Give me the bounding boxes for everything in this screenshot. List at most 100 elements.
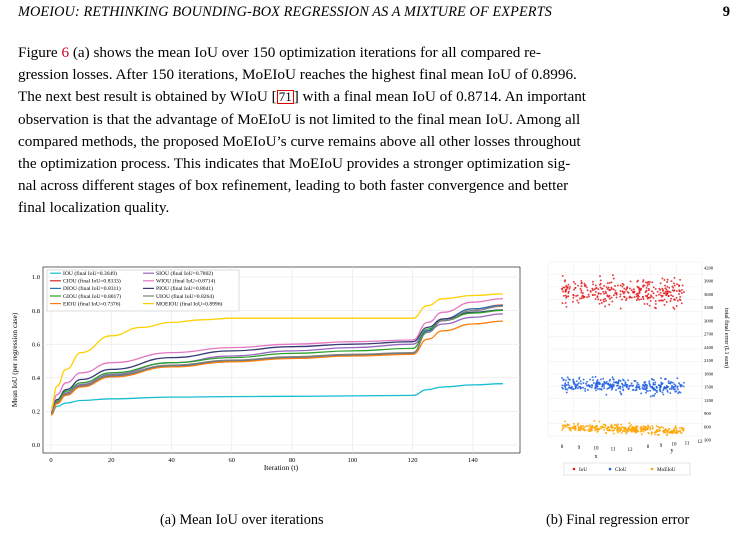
scatter-point-moeiou <box>627 428 630 431</box>
scatter-point-iou <box>666 278 669 281</box>
scatter-point-ciou <box>611 385 614 387</box>
z-tick-label: 3300 <box>704 305 714 310</box>
scatter-point-moeiou <box>566 424 569 426</box>
scatter-point-iou <box>599 279 602 282</box>
scatter-point-ciou <box>601 385 604 388</box>
scatter-point-moeiou <box>603 428 606 431</box>
scatter-point-ciou <box>664 378 667 380</box>
scatter-point-ciou <box>625 385 628 388</box>
scatter-point-iou <box>630 296 633 299</box>
scatter-point-moeiou <box>680 426 683 429</box>
scatter-point-iou <box>572 294 575 297</box>
scatter-point-moeiou <box>672 431 675 434</box>
scatter-point-iou <box>635 299 638 302</box>
scatter-point-moeiou <box>609 429 612 432</box>
scatter-point-ciou <box>621 386 624 388</box>
scatter-point-moeiou <box>569 426 571 429</box>
scatter-point-iou <box>589 289 592 292</box>
scatter-point-ciou <box>632 384 635 387</box>
scatter-point-ciou <box>670 386 673 389</box>
scatter-point-iou <box>563 280 566 283</box>
scatter-point-ciou <box>678 382 681 385</box>
scatter-point-ciou <box>561 386 564 389</box>
scatter-point-ciou <box>619 387 622 390</box>
scatter-point-moeiou <box>674 427 677 429</box>
scatter-point-iou <box>681 284 684 287</box>
citation-link[interactable]: 71 <box>276 89 294 105</box>
scatter-point-ciou <box>580 386 583 389</box>
scatter-point-iou <box>646 282 649 285</box>
scatter-point-moeiou <box>682 429 685 432</box>
scatter-point-ciou <box>585 384 588 387</box>
scatter-point-ciou <box>662 393 665 396</box>
scatter-point-moeiou <box>621 429 624 432</box>
paragraph-line: Figure 6 (a) shows the mean IoU over 150… <box>18 44 541 61</box>
scatter-point-iou <box>612 294 615 297</box>
scatter-point-ciou <box>657 384 660 387</box>
scatter-point-iou <box>648 289 650 292</box>
scatter-point-ciou <box>603 384 605 387</box>
y-axis-label-3d: y <box>671 448 674 454</box>
scatter-point-ciou <box>584 387 587 390</box>
scatter-point-iou <box>652 286 655 289</box>
paragraph-line: compared methods, the proposed MoEIoU’s … <box>18 132 581 150</box>
scatter-point-moeiou <box>577 422 580 425</box>
paragraph-line: the optimization process. This indicates… <box>18 155 571 173</box>
y-tick-label: 0.8 <box>32 308 40 315</box>
scatter-point-moeiou <box>670 431 673 434</box>
scatter-point-moeiou <box>579 425 582 428</box>
scatter-point-iou <box>670 297 673 300</box>
scatter-point-iou <box>574 287 577 289</box>
scatter-point-iou <box>610 296 613 299</box>
scatter-point-ciou <box>564 388 567 391</box>
scatter-point-moeiou <box>567 426 570 429</box>
x-tick-label: 20 <box>108 457 115 464</box>
scatter-point-moeiou <box>654 433 657 436</box>
scatter-point-iou <box>580 297 583 300</box>
scatter-point-iou <box>564 289 567 292</box>
scatter-point-moeiou <box>630 424 632 426</box>
figure-link[interactable]: 6 <box>61 44 70 61</box>
scatter-point-iou <box>567 295 570 298</box>
scatter-point-ciou <box>566 388 569 391</box>
scatter-point-ciou <box>649 395 652 398</box>
scatter-point-iou <box>608 297 611 300</box>
scatter-point-iou <box>642 295 645 298</box>
scatter-point-iou <box>670 280 673 283</box>
scatter-point-moeiou <box>587 428 590 431</box>
scatter-point-moeiou <box>675 429 678 432</box>
scatter-point-iou <box>606 287 609 290</box>
scatter-point-moeiou <box>616 430 619 433</box>
scatter-point-iou <box>681 289 683 291</box>
scatter-point-ciou <box>617 387 620 390</box>
scatter-point-iou <box>591 280 594 283</box>
scatter-point-iou <box>581 292 584 294</box>
scatter-point-moeiou <box>657 433 660 436</box>
y-tick-label-3d: 10 <box>672 443 678 448</box>
scatter-point-moeiou <box>662 431 665 434</box>
scatter-point-moeiou <box>579 429 581 432</box>
scatter-point-ciou <box>649 389 652 392</box>
scatter-point-iou <box>623 287 626 290</box>
scatter-point-ciou <box>600 388 603 391</box>
scatter-point-iou <box>604 305 607 308</box>
scatter-point-iou <box>668 286 671 289</box>
legend-entry: PIOU (final IoU=0.8041) <box>156 285 213 292</box>
scatter-point-ciou <box>585 382 587 385</box>
scatter-point-ciou <box>643 386 646 388</box>
scatter-point-ciou <box>613 384 615 387</box>
scatter-point-moeiou <box>608 426 610 429</box>
z-tick-label: 3600 <box>704 292 714 297</box>
y-tick-label-3d: 8 <box>647 445 650 450</box>
scatter-point-ciou <box>611 376 614 379</box>
scatter-point-moeiou <box>650 431 653 434</box>
scatter-point-iou <box>679 290 681 293</box>
z-tick-label: 1800 <box>704 371 714 376</box>
scatter-point-moeiou <box>618 427 621 430</box>
scatter-point-iou <box>586 289 589 292</box>
scatter-point-ciou <box>588 384 591 387</box>
scatter-point-iou <box>637 295 640 298</box>
scatter-point-moeiou <box>589 424 592 427</box>
scatter-point-moeiou <box>664 431 667 434</box>
scatter-point-iou <box>664 284 667 287</box>
